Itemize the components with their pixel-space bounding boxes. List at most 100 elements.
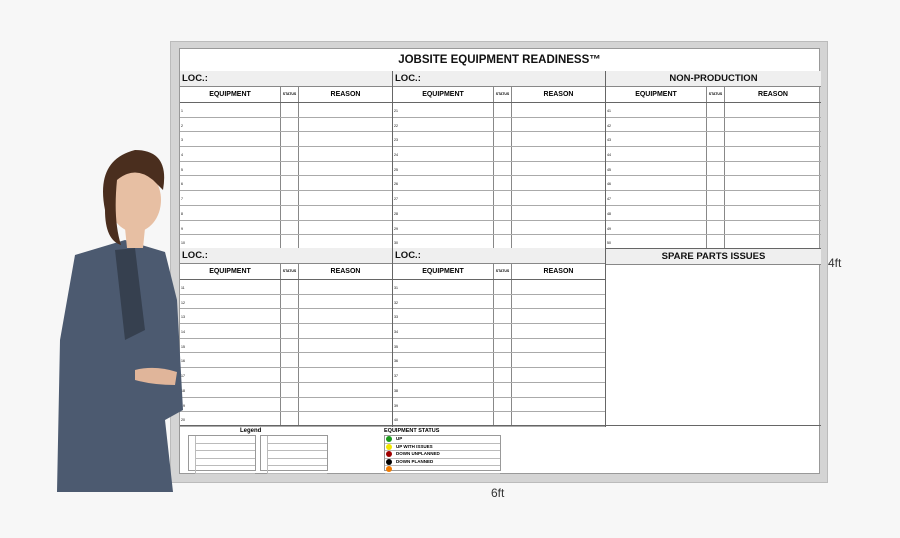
spare-parts-section: SPARE PARTS ISSUES: [606, 248, 821, 425]
status-cell: [281, 161, 299, 176]
status-cell: [494, 147, 512, 161]
reason-cell: [725, 162, 821, 176]
status-label: DOWN PLANNED: [396, 458, 434, 464]
row-number: 17: [180, 368, 281, 382]
table-row: 45: [606, 161, 821, 177]
status-cell: [494, 324, 512, 338]
row-number: 1: [180, 103, 281, 117]
status-cell: [707, 235, 725, 249]
reason-cell: [299, 295, 392, 309]
table-row: 47: [606, 191, 821, 206]
table-row: 43: [606, 132, 821, 148]
status-cell: [494, 368, 512, 382]
table-row: 38: [393, 382, 605, 398]
column-headers: EQUIPMENT STATUS REASON: [180, 87, 392, 103]
status-cell: [281, 324, 299, 338]
row-number: 38: [393, 382, 494, 397]
status-cell: [707, 220, 725, 235]
table-row: 42: [606, 117, 821, 133]
location-heading: LOC.:: [180, 248, 392, 264]
row-number: 15: [180, 338, 281, 353]
row-number: 10: [180, 235, 281, 249]
status-cell: [494, 117, 512, 132]
table-row: 34: [393, 324, 605, 339]
reason-cell: [299, 162, 392, 176]
width-dimension: 6ft: [491, 486, 505, 500]
row-number: 32: [393, 294, 494, 309]
status-cell: [281, 205, 299, 220]
table-row: 36: [393, 353, 605, 369]
table-row: 16: [180, 353, 392, 369]
status-cell: [707, 161, 725, 176]
table-row: 44: [606, 147, 821, 162]
reason-cell: [299, 103, 392, 117]
table-row: 46: [606, 176, 821, 192]
reason-cell: [512, 398, 605, 412]
row-number: 23: [393, 132, 494, 147]
status-label: UP: [396, 436, 403, 441]
row-number: 45: [606, 161, 707, 176]
status-cell: [281, 235, 299, 249]
status-cell: [494, 353, 512, 368]
row-number: 48: [606, 205, 707, 220]
row-number: 5: [180, 161, 281, 176]
row-number: 3: [180, 132, 281, 147]
row-number: 49: [606, 220, 707, 235]
equipment-header: EQUIPMENT: [393, 264, 494, 279]
equipment-header: EQUIPMENT: [180, 87, 281, 102]
row-number: 39: [393, 397, 494, 412]
whiteboard: JOBSITE EQUIPMENT READINESS™ LOC.: EQUIP…: [179, 48, 821, 474]
table-row: 25: [393, 161, 605, 177]
status-cell: [281, 147, 299, 161]
status-cell: [494, 161, 512, 176]
status-cell: [281, 280, 299, 294]
board-section: LOC.: EQUIPMENT STATUS REASON 11 12 13 14 15 16 1…: [180, 248, 393, 427]
reason-cell: [725, 176, 821, 190]
status-legend-item: DOWN UNPLANNED: [385, 451, 500, 459]
status-cell: [494, 294, 512, 309]
row-number: 13: [180, 309, 281, 324]
table-row: 49: [606, 220, 821, 236]
status-cell: [494, 103, 512, 117]
row-number: 41: [606, 103, 707, 117]
table-row: 24: [393, 147, 605, 162]
reason-cell: [512, 324, 605, 338]
status-cell: [707, 191, 725, 205]
reason-cell: [512, 339, 605, 353]
table-row: 23: [393, 132, 605, 148]
board-section: LOC.: EQUIPMENT STATUS REASON 31 32 33 34 35 36 3…: [393, 248, 606, 427]
equipment-status-legend: UP UP WITH ISSUES DOWN UNPLANNED DOWN PLANN…: [384, 435, 501, 474]
reason-cell: [512, 235, 605, 249]
status-header: STATUS: [281, 87, 299, 102]
reason-cell: [299, 383, 392, 397]
table-row: 12: [180, 294, 392, 310]
row-number: 25: [393, 161, 494, 176]
table-row: 26: [393, 176, 605, 192]
reason-cell: [512, 176, 605, 190]
reason-cell: [299, 353, 392, 367]
row-number: 11: [180, 280, 281, 294]
reason-header: REASON: [758, 91, 788, 98]
reason-cell: [512, 162, 605, 176]
status-header: STATUS: [281, 264, 299, 279]
status-dot-icon: [386, 451, 392, 458]
table-row: 32: [393, 294, 605, 310]
table-row: 5: [180, 161, 392, 177]
status-cell: [494, 132, 512, 147]
table-row: 31: [393, 280, 605, 295]
status-cell: [707, 132, 725, 147]
equipment-header: EQUIPMENT: [180, 264, 281, 279]
reason-cell: [512, 132, 605, 146]
status-cell: [281, 382, 299, 397]
status-cell: [494, 280, 512, 294]
board-section: LOC.: EQUIPMENT STATUS REASON 21 22 23 24 25 26 2…: [393, 71, 606, 250]
row-number: 27: [393, 191, 494, 205]
status-legend-item: UP: [385, 436, 500, 444]
table-row: 22: [393, 117, 605, 133]
reason-cell: [299, 398, 392, 412]
table-row: 17: [180, 368, 392, 383]
reason-header: REASON: [330, 91, 361, 98]
reason-cell: [299, 235, 392, 249]
reason-cell: [512, 295, 605, 309]
column-headers: EQUIPMENT STATUS REASON: [393, 87, 605, 103]
